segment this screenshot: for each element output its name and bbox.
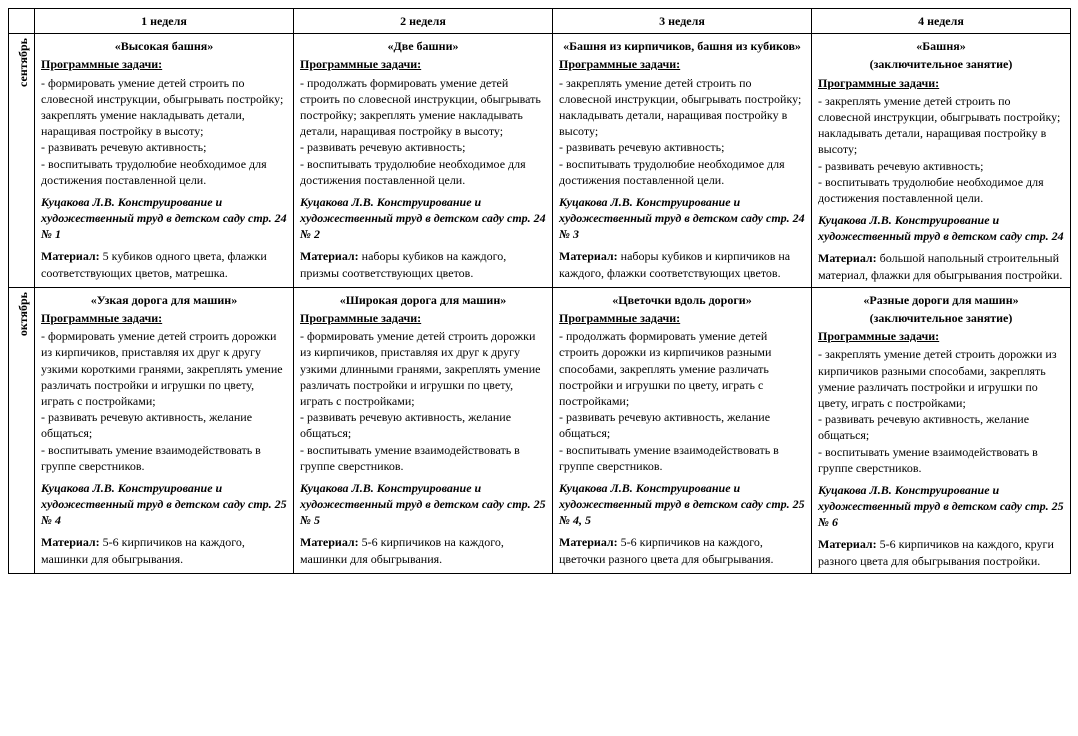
month-cell: сентябрь <box>9 34 35 288</box>
tasks-label: Программные задачи: <box>300 310 546 326</box>
source-reference: Куцакова Л.В. Конструирование и художест… <box>41 480 287 529</box>
source-reference: Куцакова Л.В. Конструирование и художест… <box>300 480 546 529</box>
header-week-2: 2 неделя <box>294 9 553 34</box>
lesson-subtitle: (заключительное занятие) <box>818 56 1064 72</box>
month-cell: октябрь <box>9 287 35 573</box>
week-cell: «Разные дороги для машин» (заключительное… <box>812 287 1071 573</box>
tasks-body: - продолжать формировать умение детей ст… <box>559 328 805 474</box>
material-label: Материал: <box>559 249 618 263</box>
material-label: Материал: <box>41 249 100 263</box>
lesson-title: «Высокая башня» <box>41 38 287 54</box>
material-label: Материал: <box>559 535 618 549</box>
week-cell: «Цветочки вдоль дороги» Программные задач… <box>553 287 812 573</box>
header-week-4: 4 неделя <box>812 9 1071 34</box>
header-month-blank <box>9 9 35 34</box>
material-label: Материал: <box>818 251 877 265</box>
tasks-body: - формировать умение детей строить дорож… <box>41 328 287 474</box>
tasks-label: Программные задачи: <box>559 310 805 326</box>
lesson-title: «Две башни» <box>300 38 546 54</box>
source-reference: Куцакова Л.В. Конструирование и художест… <box>300 194 546 243</box>
lesson-title: «Широкая дорога для машин» <box>300 292 546 308</box>
material-label: Материал: <box>818 537 877 551</box>
week-cell: «Узкая дорога для машин» Программные зада… <box>35 287 294 573</box>
month-row: октябрь «Узкая дорога для машин» Программн… <box>9 287 1071 573</box>
header-week-1: 1 неделя <box>35 9 294 34</box>
material-label: Материал: <box>41 535 100 549</box>
week-cell: «Широкая дорога для машин» Программные за… <box>294 287 553 573</box>
tasks-label: Программные задачи: <box>818 328 1064 344</box>
material-line: Материал: 5-6 кирпичиков на каждого, цве… <box>559 534 805 566</box>
material-line: Материал: наборы кубиков и кирпичиков на… <box>559 248 805 280</box>
tasks-label: Программные задачи: <box>41 56 287 72</box>
week-cell: «Две башни» Программные задачи: - продолжа… <box>294 34 553 288</box>
header-row: 1 неделя 2 неделя 3 неделя 4 неделя <box>9 9 1071 34</box>
material-line: Материал: 5-6 кирпичиков на каждого, маш… <box>41 534 287 566</box>
source-reference: Куцакова Л.В. Конструирование и художест… <box>41 194 287 243</box>
source-reference: Куцакова Л.В. Конструирование и художест… <box>818 212 1064 244</box>
material-line: Материал: большой напольный строительный… <box>818 250 1064 282</box>
material-line: Материал: 5 кубиков одного цвета, флажки… <box>41 248 287 280</box>
lesson-title: «Башня» <box>818 38 1064 54</box>
lesson-title: «Узкая дорога для машин» <box>41 292 287 308</box>
tasks-body: - формировать умение детей строить по сл… <box>41 75 287 188</box>
tasks-body: - закреплять умение детей строить по сло… <box>559 75 805 188</box>
tasks-body: - формировать умение детей строить дорож… <box>300 328 546 474</box>
month-label: октябрь <box>15 292 31 336</box>
tasks-body: - продолжать формировать умение детей ст… <box>300 75 546 188</box>
week-cell: «Высокая башня» Программные задачи: - форм… <box>35 34 294 288</box>
tasks-body: - закреплять умение детей строить дорожк… <box>818 346 1064 476</box>
material-line: Материал: 5-6 кирпичиков на каждого, кру… <box>818 536 1064 568</box>
tasks-label: Программные задачи: <box>41 310 287 326</box>
tasks-label: Программные задачи: <box>559 56 805 72</box>
week-cell: «Башня из кирпичиков, башня из кубиков» П… <box>553 34 812 288</box>
source-reference: Куцакова Л.В. Конструирование и художест… <box>559 194 805 243</box>
lesson-title: «Башня из кирпичиков, башня из кубиков» <box>559 38 805 54</box>
tasks-label: Программные задачи: <box>818 75 1064 91</box>
material-label: Материал: <box>300 535 359 549</box>
header-week-3: 3 неделя <box>553 9 812 34</box>
month-row: сентябрь «Высокая башня» Программные задач… <box>9 34 1071 288</box>
curriculum-table: 1 неделя 2 неделя 3 неделя 4 неделя сент… <box>8 8 1071 574</box>
material-line: Материал: 5-6 кирпичиков на каждого, маш… <box>300 534 546 566</box>
material-line: Материал: наборы кубиков на каждого, при… <box>300 248 546 280</box>
lesson-title: «Разные дороги для машин» <box>818 292 1064 308</box>
material-label: Материал: <box>300 249 359 263</box>
tasks-body: - закреплять умение детей строить по сло… <box>818 93 1064 206</box>
month-label: сентябрь <box>15 38 31 87</box>
source-reference: Куцакова Л.В. Конструирование и художест… <box>559 480 805 529</box>
tasks-label: Программные задачи: <box>300 56 546 72</box>
lesson-title: «Цветочки вдоль дороги» <box>559 292 805 308</box>
lesson-subtitle: (заключительное занятие) <box>818 310 1064 326</box>
source-reference: Куцакова Л.В. Конструирование и художест… <box>818 482 1064 531</box>
week-cell: «Башня» (заключительное занятие) Программн… <box>812 34 1071 288</box>
